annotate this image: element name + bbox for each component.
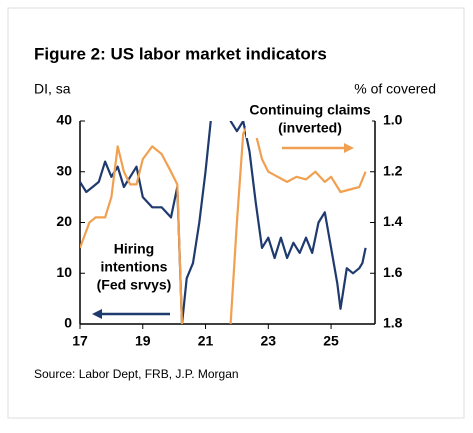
y-axis-label: DI, sa — [34, 81, 71, 97]
series-label: Continuing claims — [249, 102, 371, 118]
y2-tick-label: 1.8 — [383, 315, 403, 331]
series-label: (Fed srvys) — [97, 277, 172, 293]
x-tick-label: 21 — [198, 333, 214, 349]
y2-tick-label: 1.2 — [383, 162, 403, 178]
source: Source: Labor Dept, FRB, J.P. Morgan — [34, 367, 239, 381]
y-tick-label: 40 — [56, 112, 72, 128]
chart-title: Figure 2: US labor market indicators — [34, 44, 327, 63]
y2-axis-label: % of covered — [354, 81, 436, 97]
y2-tick-label: 1.6 — [383, 264, 403, 280]
y2-tick-label: 1.4 — [383, 213, 403, 229]
frame — [7, 7, 465, 419]
annotation-bg — [92, 236, 178, 306]
x-tick-label: 23 — [261, 333, 277, 349]
y-tick-label: 0 — [64, 315, 72, 331]
x-tick-label: 17 — [72, 333, 88, 349]
annotation-bg — [246, 100, 372, 138]
y-tick-label: 20 — [56, 213, 72, 229]
series-label: (inverted) — [278, 120, 342, 136]
y-tick-label: 30 — [56, 162, 72, 178]
series-label: Hiring — [114, 241, 154, 257]
y-tick-label: 10 — [56, 264, 72, 280]
x-tick-label: 25 — [323, 333, 339, 349]
x-tick-label: 19 — [135, 333, 151, 349]
series-label: intentions — [101, 259, 168, 275]
arrow-head — [344, 143, 354, 153]
arrow-head — [92, 309, 102, 319]
y2-tick-label: 1.0 — [383, 112, 403, 128]
